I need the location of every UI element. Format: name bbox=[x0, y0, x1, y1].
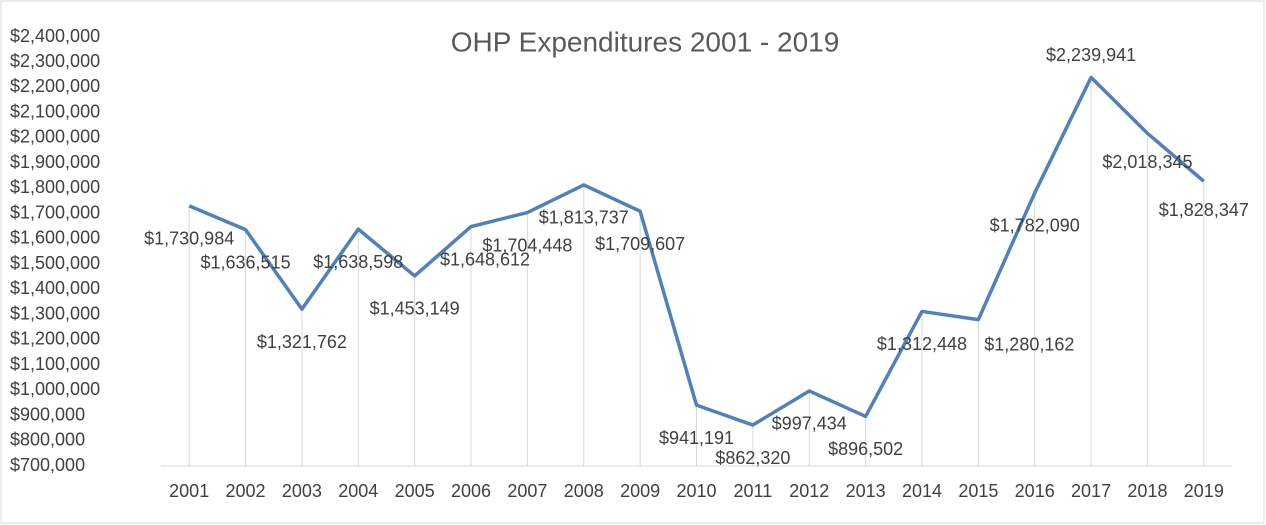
x-tick-label: 2010 bbox=[676, 481, 716, 501]
y-tick-label: $1,500,000 bbox=[10, 253, 100, 273]
data-label: $1,828,347 bbox=[1159, 200, 1249, 220]
data-label: $1,638,598 bbox=[313, 252, 403, 272]
y-tick-label: $1,700,000 bbox=[10, 202, 100, 222]
y-tick-label: $2,200,000 bbox=[10, 76, 100, 96]
y-tick-label: $700,000 bbox=[10, 455, 85, 475]
data-label: $1,312,448 bbox=[877, 334, 967, 354]
y-tick-label: $1,900,000 bbox=[10, 152, 100, 172]
x-tick-label: 2012 bbox=[789, 481, 829, 501]
x-tick-label: 2008 bbox=[564, 481, 604, 501]
y-tick-label: $1,200,000 bbox=[10, 329, 100, 349]
x-tick-label: 2004 bbox=[338, 481, 378, 501]
data-label: $997,434 bbox=[772, 414, 847, 434]
data-label: $1,782,090 bbox=[990, 216, 1080, 236]
y-tick-label: $2,000,000 bbox=[10, 127, 100, 147]
data-label: $1,636,515 bbox=[201, 252, 291, 272]
y-tick-label: $1,600,000 bbox=[10, 228, 100, 248]
y-tick-label: $2,100,000 bbox=[10, 101, 100, 121]
y-tick-label: $1,100,000 bbox=[10, 354, 100, 374]
y-tick-label: $2,400,000 bbox=[10, 26, 100, 46]
x-tick-label: 2005 bbox=[395, 481, 435, 501]
x-tick-label: 2018 bbox=[1127, 481, 1167, 501]
y-tick-label: $800,000 bbox=[10, 430, 85, 450]
x-tick-label: 2014 bbox=[902, 481, 942, 501]
data-label: $1,813,737 bbox=[539, 208, 629, 228]
x-tick-label: 2013 bbox=[846, 481, 886, 501]
x-tick-label: 2001 bbox=[169, 481, 209, 501]
series-line bbox=[188, 75, 1205, 427]
y-tick-label: $1,400,000 bbox=[10, 278, 100, 298]
chart-title: OHP Expenditures 2001 - 2019 bbox=[451, 26, 840, 57]
data-label: $1,730,984 bbox=[144, 229, 234, 249]
y-tick-label: $1,800,000 bbox=[10, 177, 100, 197]
x-tick-label: 2006 bbox=[451, 481, 491, 501]
x-tick-label: 2015 bbox=[958, 481, 998, 501]
data-label: $1,709,607 bbox=[595, 234, 685, 254]
x-tick-label: 2019 bbox=[1184, 481, 1224, 501]
x-tick-label: 2009 bbox=[620, 481, 660, 501]
data-label: $941,191 bbox=[659, 428, 734, 448]
x-tick-label: 2011 bbox=[734, 481, 773, 501]
data-label: $896,502 bbox=[828, 439, 903, 459]
data-label: $1,280,162 bbox=[984, 334, 1074, 354]
data-label: $1,453,149 bbox=[370, 299, 460, 319]
x-tick-label: 2016 bbox=[1015, 481, 1055, 501]
data-label: $862,320 bbox=[715, 448, 790, 468]
x-tick-label: 2007 bbox=[507, 481, 547, 501]
data-label: $1,704,448 bbox=[482, 235, 572, 255]
x-tick-label: 2003 bbox=[282, 481, 322, 501]
data-label: $2,239,941 bbox=[1046, 45, 1136, 65]
y-tick-label: $1,300,000 bbox=[10, 303, 100, 323]
data-label: $1,648,612 bbox=[440, 249, 530, 269]
y-tick-label: $2,300,000 bbox=[10, 51, 100, 71]
y-tick-label: $900,000 bbox=[10, 404, 85, 424]
data-label: $2,018,345 bbox=[1102, 152, 1192, 172]
x-tick-label: 2002 bbox=[226, 481, 266, 501]
data-label: $1,321,762 bbox=[257, 332, 347, 352]
y-tick-label: $1,000,000 bbox=[10, 379, 100, 399]
x-tick-label: 2017 bbox=[1071, 481, 1111, 501]
